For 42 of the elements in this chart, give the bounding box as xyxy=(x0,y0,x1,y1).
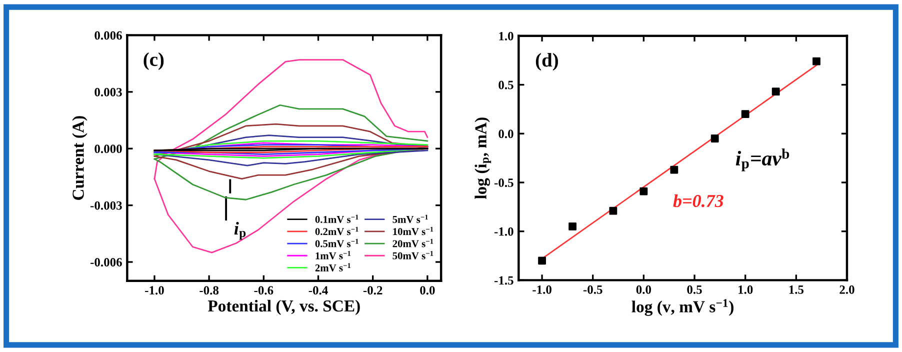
y-axis-title: Current (A) xyxy=(72,116,88,200)
y-tick-label: -0.5 xyxy=(494,178,514,187)
x-tick-label: 0.5 xyxy=(687,285,702,294)
x-tick-label: -0.6 xyxy=(254,286,274,295)
text: (d) xyxy=(536,53,558,71)
x-tick-label: -1.0 xyxy=(532,285,552,294)
x-tick-label: -0.2 xyxy=(363,286,382,295)
y-tick-label: -0.006 xyxy=(90,258,122,267)
annotation: i$_{p}$=av$^{b}$ xyxy=(736,148,790,172)
legend-label: 10mV s$^{−1}$ xyxy=(393,226,434,236)
x-tick-label: 0.0 xyxy=(420,286,435,295)
legend-label: 0.2mV s$^{−1}$ xyxy=(315,226,358,236)
annotation: b=0.73 xyxy=(673,194,724,208)
x-axis-title: Potential (V, vs. SCE) xyxy=(208,300,360,315)
x-tick-label: 1.5 xyxy=(789,285,804,294)
y-tick-label: 0.5 xyxy=(498,80,514,90)
legend-label: 0.1mV s$^{−1}$ xyxy=(315,214,358,224)
x-tick-label: 2.0 xyxy=(840,285,854,294)
legend-label: 2mV s$^{−1}$ xyxy=(315,263,351,272)
x-tick-label: 0.0 xyxy=(636,285,652,294)
y-tick-label: 1.0 xyxy=(499,32,514,40)
y-tick-label: -1.0 xyxy=(494,227,514,236)
y-axis-title: log (i$_{p}$, mA) xyxy=(474,118,492,199)
y-tick-label: -1.5 xyxy=(494,276,514,285)
x-tick-label: 1.0 xyxy=(738,285,753,294)
y-tick-label: -0.003 xyxy=(90,201,122,210)
text: (c) xyxy=(144,52,164,70)
legend-label: 5mV s$^{−1}$ xyxy=(392,214,428,224)
x-tick-label: -0.5 xyxy=(583,285,602,294)
legend-label: 1mV s$^{−1}$ xyxy=(316,251,351,260)
x-tick-label: -0.4 xyxy=(308,286,328,295)
legend-label: 0.5mV s$^{−1}$ xyxy=(315,238,358,248)
y-tick-label: 0.006 xyxy=(94,31,122,40)
y-tick-label: 0.003 xyxy=(94,88,122,96)
x-tick-label: -1.0 xyxy=(145,286,164,295)
y-tick-label: 0.000 xyxy=(94,144,122,154)
x-axis-title: log (v, mV s$^{−1}$) xyxy=(632,299,734,316)
legend-label: 20mV s$^{−1}$ xyxy=(392,238,434,248)
y-tick-label: 0.0 xyxy=(498,130,514,138)
annotation: i$_{p}$ xyxy=(234,222,246,240)
x-tick-label: -0.8 xyxy=(200,286,219,295)
legend-label: 50mV s$^{−1}$ xyxy=(392,251,434,260)
